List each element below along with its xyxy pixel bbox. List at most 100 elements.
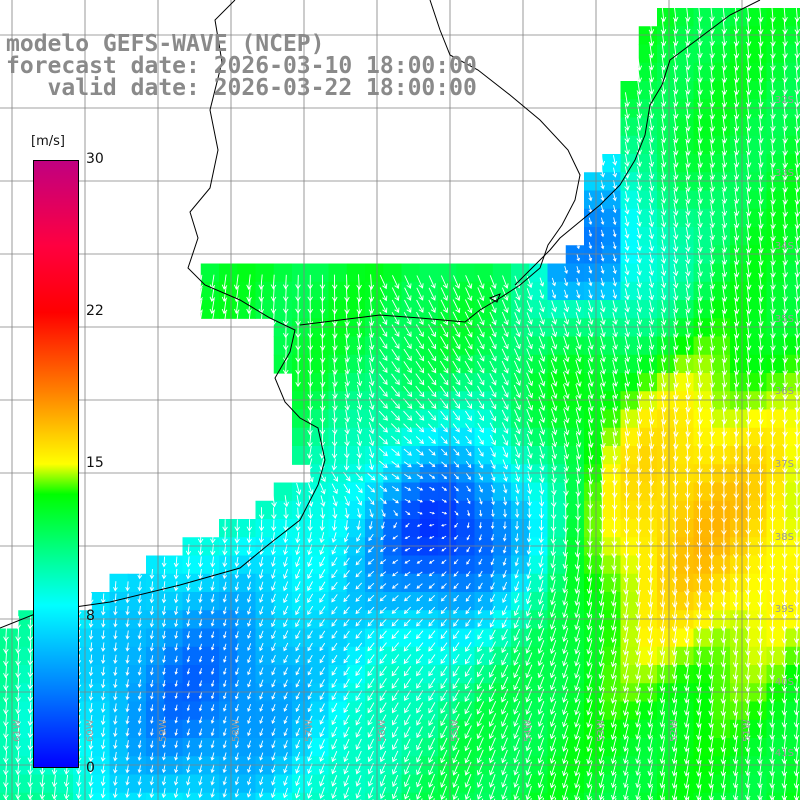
wind-arrow bbox=[661, 371, 667, 388]
wind-arrow bbox=[685, 299, 691, 314]
wind-speed-cell bbox=[91, 792, 111, 800]
wind-speed-cell bbox=[693, 683, 713, 703]
wind-arrow bbox=[501, 299, 509, 314]
wind-speed-cell bbox=[620, 738, 640, 757]
wind-speed-cell bbox=[200, 281, 220, 301]
wind-arrow bbox=[539, 483, 545, 495]
wind-arrow bbox=[319, 667, 325, 676]
wind-speed-cell bbox=[657, 683, 676, 703]
wind-arrow bbox=[551, 470, 557, 484]
wind-arrow bbox=[452, 299, 461, 314]
wind-arrow bbox=[562, 761, 569, 777]
wind-arrow bbox=[367, 570, 375, 577]
wind-arrow bbox=[489, 324, 497, 338]
wind-arrow bbox=[391, 448, 401, 456]
wind-arrow bbox=[270, 274, 277, 290]
wind-arrow bbox=[150, 716, 154, 724]
wind-arrow bbox=[3, 786, 9, 800]
wind-arrow bbox=[27, 628, 34, 642]
wind-speed-cell bbox=[766, 354, 786, 374]
wind-arrow bbox=[259, 642, 264, 652]
wind-speed-cell bbox=[474, 756, 494, 776]
wind-arrow bbox=[295, 679, 301, 688]
wind-arrow bbox=[247, 764, 252, 773]
wind-speed-cell bbox=[438, 519, 457, 538]
wind-arrow bbox=[659, 737, 666, 752]
wind-arrow bbox=[331, 678, 338, 689]
wind-arrow bbox=[562, 579, 568, 594]
wind-arrow bbox=[356, 496, 362, 506]
wind-arrow bbox=[501, 409, 509, 422]
wind-arrow bbox=[489, 410, 497, 422]
wind-speed-cell bbox=[492, 373, 512, 392]
wind-arrow bbox=[537, 628, 545, 642]
wind-arrow bbox=[684, 688, 690, 704]
wind-arrow bbox=[574, 664, 581, 679]
wind-arrow bbox=[453, 448, 460, 456]
wind-speed-cell bbox=[748, 482, 768, 502]
wind-arrow bbox=[770, 104, 776, 120]
wind-arrow bbox=[246, 581, 252, 591]
wind-arrow bbox=[162, 667, 166, 676]
wind-arrow bbox=[574, 639, 581, 655]
wind-speed-cell bbox=[693, 628, 713, 648]
wind-arrow bbox=[514, 300, 521, 313]
wind-arrow bbox=[636, 80, 643, 95]
colorbar-tick-0: 0 bbox=[86, 760, 95, 776]
wind-arrow bbox=[574, 590, 580, 607]
wind-arrow bbox=[488, 737, 496, 752]
wind-arrow bbox=[490, 472, 496, 482]
wind-speed-cell bbox=[310, 318, 330, 338]
wind-speed-cell bbox=[730, 756, 749, 776]
wind-arrow bbox=[39, 774, 46, 788]
wind-arrow bbox=[452, 373, 461, 386]
wind-arrow bbox=[441, 583, 447, 590]
wind-arrow bbox=[113, 654, 118, 664]
wind-speed-cell bbox=[219, 756, 238, 776]
wind-arrow bbox=[452, 385, 461, 398]
wind-arrow bbox=[684, 700, 690, 716]
wind-arrow bbox=[271, 519, 277, 532]
wind-arrow bbox=[610, 773, 617, 789]
wind-arrow bbox=[125, 630, 130, 640]
wind-speed-cell bbox=[711, 592, 731, 611]
wind-arrow bbox=[137, 569, 143, 580]
wind-arrow bbox=[113, 666, 118, 677]
wind-arrow bbox=[453, 606, 460, 615]
wind-speed-cell bbox=[127, 719, 147, 739]
wind-speed-cell bbox=[693, 208, 713, 228]
wind-arrow bbox=[259, 630, 264, 640]
wind-arrow bbox=[392, 547, 399, 552]
wind-speed-cell bbox=[0, 738, 19, 757]
wind-arrow bbox=[551, 289, 557, 299]
wind-arrow bbox=[623, 541, 630, 559]
wind-arrow bbox=[368, 298, 375, 315]
wind-speed-cell bbox=[620, 427, 640, 447]
wind-arrow bbox=[647, 650, 653, 668]
wind-arrow bbox=[3, 701, 9, 715]
wind-speed-cell bbox=[219, 646, 238, 666]
wind-arrow bbox=[15, 616, 21, 630]
wind-speed-cell bbox=[620, 281, 640, 301]
wind-speed-cell bbox=[638, 519, 658, 538]
wind-arrow bbox=[697, 116, 703, 132]
wind-speed-cell bbox=[784, 628, 800, 648]
wind-arrow bbox=[660, 300, 667, 313]
wind-arrow bbox=[757, 6, 764, 23]
wind-arrow bbox=[476, 737, 484, 752]
wind-arrow bbox=[685, 128, 691, 144]
wind-arrow bbox=[416, 523, 423, 527]
wind-speed-cell bbox=[730, 628, 749, 648]
wind-speed-cell bbox=[91, 665, 111, 684]
wind-speed-cell bbox=[638, 683, 658, 703]
wind-arrow bbox=[343, 750, 350, 763]
wind-arrow bbox=[770, 359, 776, 376]
wind-arrow bbox=[307, 446, 313, 459]
wind-arrow bbox=[391, 654, 400, 665]
wind-arrow bbox=[404, 486, 412, 491]
wind-speed-cell bbox=[401, 592, 421, 611]
wind-arrow bbox=[247, 716, 252, 725]
wind-arrow bbox=[453, 461, 460, 468]
wind-speed-cell bbox=[547, 792, 567, 800]
wind-arrow bbox=[781, 737, 788, 752]
